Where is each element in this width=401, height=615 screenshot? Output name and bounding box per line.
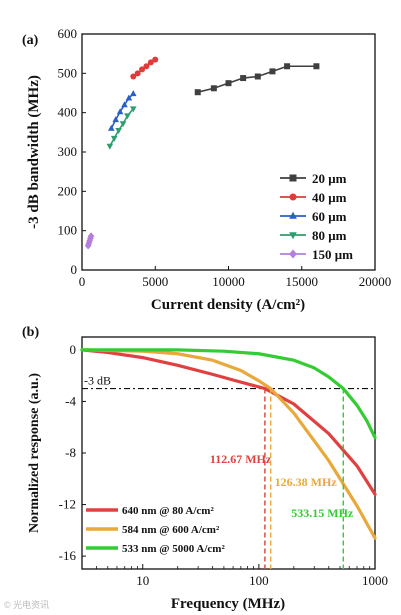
data-point-2-5	[129, 90, 137, 97]
data-point-3-5	[129, 106, 137, 113]
panel-a: (a) 0 5000 10000 15000 20000 0 100 200 300 400 500…	[22, 26, 391, 313]
legend-marker-3	[289, 232, 297, 240]
data-point-2-4	[125, 94, 133, 101]
panel-a-axes: 0 5000 10000 15000 20000 0 100 200 300 400 500 600	[58, 26, 392, 289]
y-tick-label: -12	[59, 497, 76, 512]
data-point-4-4	[87, 232, 95, 241]
panel-b-axes: 10 100 1000 0 -4 -8 -12 -16	[59, 342, 388, 588]
data-point-1-0	[130, 73, 137, 80]
x-tick-label: 0	[79, 274, 86, 289]
data-point-3-4	[124, 113, 131, 120]
y-tick-label: 0	[71, 262, 78, 277]
panel-a-y-axis-label: -3 dB bandwidth (MHz)	[26, 75, 42, 229]
data-point-0-7	[313, 63, 320, 70]
data-point-0-0	[194, 89, 201, 96]
panel-b-x-axis-label: Frequency (MHz)	[171, 596, 285, 612]
panel-a-marks	[84, 56, 320, 250]
legend-label-2: 533 nm @ 5000 A/cm²	[122, 543, 225, 555]
legend-label-1: 584 nm @ 600 A/cm²	[122, 524, 220, 536]
y-tick-label: 600	[58, 26, 78, 41]
y-tick-label: -4	[65, 393, 76, 408]
x-tick-label: 10	[136, 573, 149, 588]
panel-a-legend: 20 μm 40 μm 60 μm 80 μm 150 μm	[280, 171, 353, 262]
data-point-2-2	[116, 108, 124, 115]
series-curve-0	[80, 348, 377, 496]
series-curve-2	[80, 348, 377, 440]
data-point-2-1	[112, 116, 119, 123]
data-point-2-3	[121, 101, 128, 108]
data-point-3-3	[119, 121, 127, 128]
y-tick-label: 0	[70, 342, 77, 357]
data-point-0-5	[269, 68, 276, 75]
y-tick-label: 100	[58, 223, 78, 238]
series-curve-1	[80, 348, 377, 540]
data-point-1-4	[147, 59, 154, 66]
data-point-1-5	[152, 56, 159, 63]
data-point-1-3	[143, 63, 150, 70]
x-tick-label: 5000	[142, 274, 168, 289]
panel-b-label: (b)	[22, 325, 39, 340]
data-point-3-2	[115, 127, 122, 134]
data-point-0-6	[284, 63, 291, 70]
legend-label-2: 60 μm	[312, 209, 347, 224]
legend-label-0: 20 μm	[312, 171, 347, 186]
data-point-0-2	[225, 80, 232, 87]
y-tick-label: 500	[58, 65, 78, 80]
data-point-2-0	[108, 124, 115, 131]
legend-label-0: 640 nm @ 80 A/cm²	[122, 505, 214, 517]
y-tick-label: -16	[59, 548, 77, 563]
legend-marker-1	[289, 193, 297, 201]
legend-label-1: 40 μm	[312, 190, 347, 205]
x-tick-label: 15000	[286, 274, 319, 289]
panel-a-x-axis-label: Current density (A/cm²)	[151, 297, 305, 313]
panel-a-label: (a)	[22, 33, 39, 48]
y-tick-label: 400	[58, 105, 78, 120]
reference-line-label: -3 dB	[84, 374, 111, 388]
y-tick-label: -8	[65, 445, 76, 460]
y-tick-label: 300	[58, 144, 78, 159]
panel-b-y-axis-label: Normalized response (a.u.)	[27, 373, 42, 533]
data-point-3-1	[110, 135, 118, 142]
data-point-0-4	[254, 73, 261, 80]
x-tick-label: 10000	[212, 274, 245, 289]
data-point-0-1	[210, 85, 217, 92]
legend-marker-0	[289, 174, 297, 182]
x-tick-label: 1000	[362, 573, 388, 588]
legend-label-3: 80 μm	[312, 228, 347, 243]
legend-label-4: 150 μm	[312, 247, 353, 262]
x-tick-label: 20000	[359, 274, 392, 289]
data-point-1-2	[139, 66, 146, 73]
data-point-3-0	[106, 143, 114, 150]
panel-b-legend: 640 nm @ 80 A/cm² 584 nm @ 600 A/cm² 533 n…	[86, 505, 225, 555]
x-tick-label: 100	[249, 573, 269, 588]
watermark: © 光电资讯	[4, 600, 50, 610]
cutoff-label-0: 112.67 MHz	[210, 452, 272, 466]
legend-marker-4	[289, 249, 297, 259]
legend-marker-2	[289, 211, 297, 219]
data-point-1-1	[134, 70, 141, 77]
y-tick-label: 200	[58, 183, 78, 198]
panel-b: (b) 10 100 1000 0 -4 -8 -12 -16 -3 dB 112.67 MHz…	[22, 325, 388, 612]
data-point-0-3	[240, 75, 247, 82]
cutoff-label-1: 126.38 MHz	[275, 475, 338, 489]
cutoff-label-2: 533.15 MHz	[291, 506, 354, 520]
